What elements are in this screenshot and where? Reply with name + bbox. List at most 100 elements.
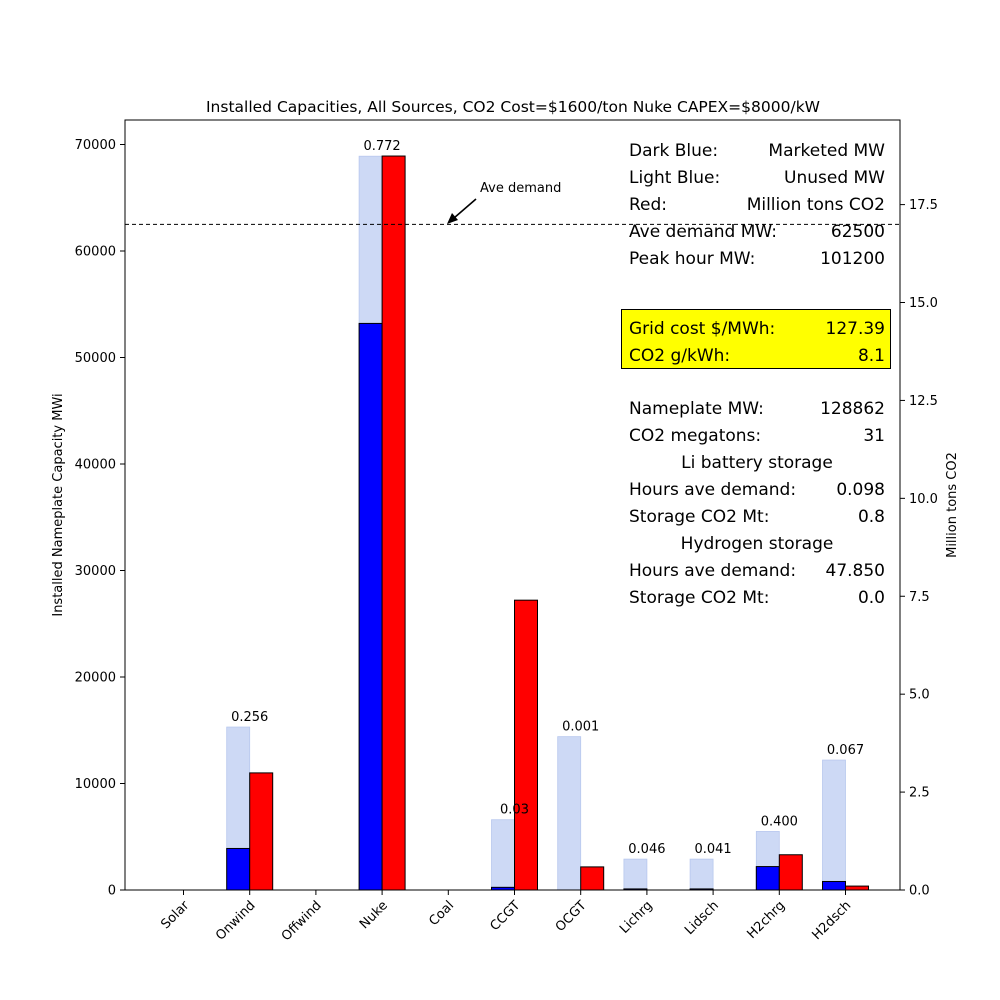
summary-label: CO2 megatons: (629, 426, 762, 446)
summary-row: Nameplate MW: 128862 (629, 396, 885, 423)
unused-bar (623, 858, 648, 891)
legend-row: Dark Blue: Marketed MW (629, 138, 885, 165)
y-tick-label: 10000 (75, 777, 116, 792)
li-storage-row: Storage CO2 Mt: 0.8 (629, 504, 885, 531)
y-tick-label: 60000 (75, 244, 116, 259)
highlight-row: Grid cost $/MWh: 127.39 (629, 316, 885, 343)
y2-tick-label: 7.5 (909, 590, 930, 605)
co2-bar (381, 155, 406, 891)
legend-value: Unused MW (784, 168, 885, 188)
li-storage-row: Hours ave demand: 0.098 (629, 477, 885, 504)
unused-bar (557, 736, 582, 891)
bar-value-label: 0.046 (628, 842, 665, 857)
summary-value: 128862 (820, 399, 885, 419)
h2-storage-row: Hours ave demand: 47.850 (629, 558, 885, 585)
co2-bar (845, 885, 869, 891)
x-tick-label: Coal (426, 898, 457, 929)
legend-value: 62500 (830, 222, 885, 242)
x-tick-label: Lichrg (617, 898, 656, 937)
y2-tick-label: 0.0 (909, 884, 930, 899)
y2-axis-label: Million tons CO2 (945, 452, 960, 558)
bar-value-label: 0.067 (827, 743, 864, 758)
marketed-bar (358, 322, 383, 891)
y-tick-label: 40000 (75, 457, 116, 472)
h2-storage-label: Hours ave demand: (629, 561, 797, 581)
legend-value: 101200 (820, 249, 885, 269)
legend-label: Ave demand MW: (629, 222, 777, 242)
legend-stats: Dark Blue: Marketed MW Light Blue: Unused M… (629, 138, 885, 273)
y2-tick-label: 10.0 (909, 492, 938, 507)
legend-row: Red: Million tons CO2 (629, 192, 885, 219)
unused-bar (491, 819, 515, 891)
x-tick-label: CCGT (487, 898, 523, 934)
co2-bar (249, 772, 274, 891)
co2-bar (778, 854, 803, 891)
y-tick-label: 70000 (75, 138, 116, 153)
ave-demand-label: Ave demand (480, 181, 561, 196)
chart-title: Installed Capacities, All Sources, CO2 C… (206, 98, 820, 116)
bar-value-label: 0.03 (500, 803, 529, 818)
h2-storage-label: Storage CO2 Mt: (629, 588, 770, 608)
x-tick-label: OCGT (553, 898, 590, 935)
legend-label: Light Blue: (629, 168, 721, 188)
legend-label: Red: (629, 195, 668, 215)
highlight-label: CO2 g/kWh: (629, 346, 731, 366)
y2-tick-label: 17.5 (909, 198, 938, 213)
li-storage-value: 0.098 (836, 480, 885, 500)
highlight-row: CO2 g/kWh: 8.1 (629, 343, 885, 370)
x-tick-label: Offwind (279, 898, 325, 944)
x-tick-label: H2chrg (744, 898, 788, 942)
bar-value-label: 0.772 (363, 139, 400, 154)
bar-value-label: 0.256 (231, 710, 268, 725)
y2-tick-label: 2.5 (909, 786, 930, 801)
legend-row: Light Blue: Unused MW (629, 165, 885, 192)
x-tick-label: H2dsch (809, 898, 854, 943)
y2-tick-label: 5.0 (909, 688, 930, 703)
highlight-value: 8.1 (857, 346, 885, 366)
li-storage-label: Storage CO2 Mt: (629, 507, 770, 527)
grid-cost-highlight-box (621, 309, 891, 369)
ave-demand-arrow (447, 198, 477, 224)
h2-storage-value: 0.0 (857, 588, 885, 608)
marketed-bar (226, 847, 251, 891)
y2-tick-label: 15.0 (909, 296, 938, 311)
legend-value: Marketed MW (768, 141, 885, 161)
unused-bar (822, 759, 846, 891)
legend-row: Peak hour MW: 101200 (629, 246, 885, 273)
y-axis-label: Installed Nameplate Capacity MWi (51, 393, 66, 616)
li-storage-heading: Li battery storage (681, 453, 833, 473)
co2-bar (514, 599, 538, 891)
h2-storage-heading: Hydrogen storage (680, 534, 834, 554)
bar-value-label: 0.400 (761, 814, 798, 829)
unused-bar (689, 858, 714, 891)
x-tick-label: Solar (158, 898, 192, 932)
bar-value-label: 0.041 (694, 842, 731, 857)
legend-row: Ave demand MW: 62500 (629, 219, 885, 246)
y-tick-label: 30000 (75, 564, 116, 579)
x-tick-label: Nuke (357, 898, 391, 932)
x-tick-label: Onwind (213, 898, 258, 943)
co2-bar (580, 866, 605, 891)
highlight-value: 127.39 (825, 319, 885, 339)
x-tick-label: Lidsch (682, 898, 722, 938)
summary-stats: Nameplate MW: 128862 CO2 megatons: 31 Li ba… (629, 396, 885, 612)
summary-row: CO2 megatons: 31 (629, 423, 885, 450)
summary-value: 31 (863, 426, 885, 446)
legend-label: Peak hour MW: (629, 249, 756, 269)
marketed-bar (822, 880, 846, 891)
y2-tick-label: 12.5 (909, 394, 938, 409)
y-tick-label: 50000 (75, 351, 116, 366)
summary-label: Nameplate MW: (629, 399, 764, 419)
li-storage-value: 0.8 (857, 507, 885, 527)
marketed-bar (755, 866, 780, 891)
plot-frame (124, 119, 901, 891)
li-storage-label: Hours ave demand: (629, 480, 797, 500)
y-tick-label: 0 (108, 884, 116, 899)
bar-value-label: 0.001 (562, 720, 599, 735)
highlight-label: Grid cost $/MWh: (629, 319, 776, 339)
grid-cost-stats: Grid cost $/MWh: 127.39 CO2 g/kWh: 8.1 (629, 316, 885, 370)
h2-storage-row: Storage CO2 Mt: 0.0 (629, 585, 885, 612)
legend-value: Million tons CO2 (746, 195, 885, 215)
legend-label: Dark Blue: (629, 141, 719, 161)
